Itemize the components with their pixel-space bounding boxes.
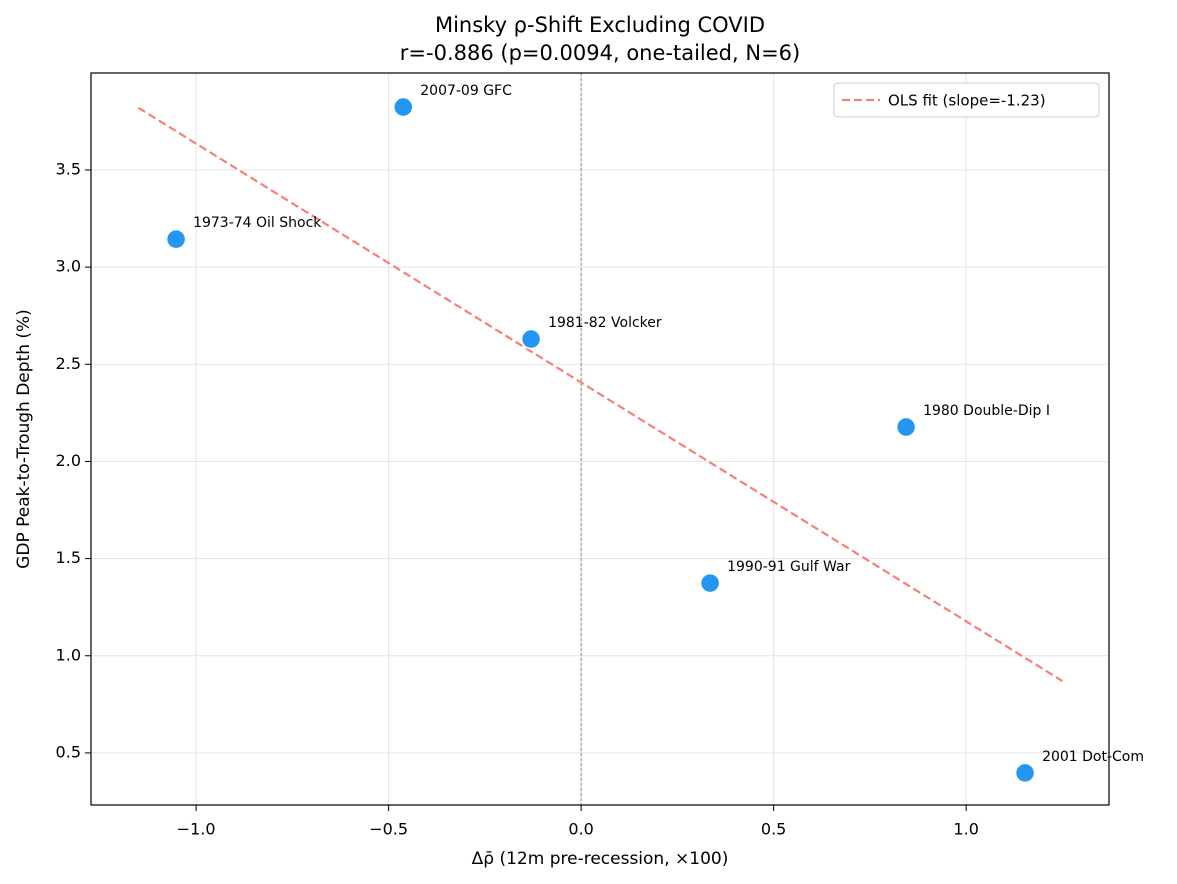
chart-title: Minsky ρ-Shift Excluding COVID <box>435 13 765 37</box>
y-tick-label: 1.5 <box>56 548 81 567</box>
point <box>393 96 414 118</box>
point <box>699 572 721 594</box>
x-tick-label: −1.0 <box>177 820 216 839</box>
x-tick-label: −0.5 <box>369 820 408 839</box>
y-tick-label: 2.5 <box>56 354 81 373</box>
x-axis-label: Δρ̄ (12m pre-recession, ×100) <box>472 849 729 869</box>
fit-line <box>137 106 1063 682</box>
x-tick-label: 0.5 <box>761 820 786 839</box>
point-label: 1990-91 Gulf War <box>727 559 850 575</box>
point-label: 2001 Dot-Com <box>1042 749 1144 765</box>
y-tick-label: 0.5 <box>56 742 81 761</box>
point-label: 1973-74 Oil Shock <box>193 215 322 231</box>
point <box>895 416 917 438</box>
point <box>1014 762 1036 784</box>
legend-box <box>833 82 1100 118</box>
point <box>520 328 542 350</box>
chart-subtitle: r=-0.886 (p=0.0094, one-tailed, N=6) <box>400 41 800 65</box>
x-tick-label: 0.0 <box>568 820 593 839</box>
plot-frame <box>90 72 1110 806</box>
point-label: 2007-09 GFC <box>420 83 512 99</box>
legend-label: OLS fit (slope=-1.23) <box>888 92 1046 110</box>
y-axis-label: GDP Peak-to-Trough Depth (%) <box>14 309 34 569</box>
x-tick-label: 1.0 <box>953 820 978 839</box>
y-tick-label: 3.0 <box>56 257 81 276</box>
point-label: 1981-82 Volcker <box>548 315 662 331</box>
point <box>165 228 187 250</box>
y-tick-label: 3.5 <box>56 159 81 178</box>
point-label: 1980 Double-Dip I <box>923 403 1050 419</box>
y-tick-label: 1.0 <box>56 645 81 664</box>
y-tick-label: 2.0 <box>56 451 81 470</box>
